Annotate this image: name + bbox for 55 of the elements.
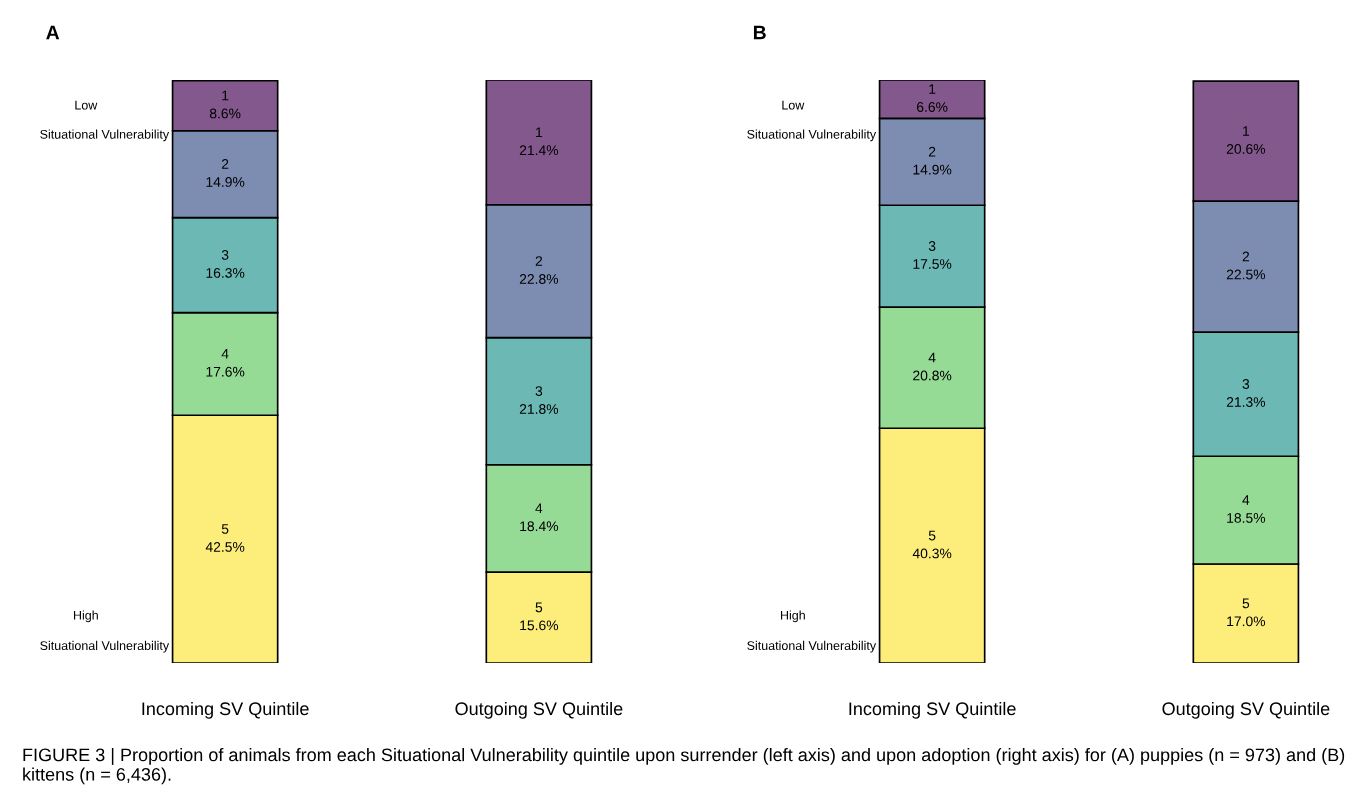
data-label: 21.4% — [519, 145, 559, 156]
annotation: Situational Vulnerability — [40, 640, 170, 653]
data-label: 17.0% — [1227, 616, 1266, 627]
data-label: 18.4% — [520, 521, 559, 532]
series-label: 2 — [928, 146, 936, 157]
text: 2 — [1242, 251, 1250, 262]
text: 3 — [1242, 379, 1250, 389]
data-label: 17.5% — [913, 259, 952, 269]
series-label: 4 — [1242, 495, 1250, 505]
data-label: 8.6% — [209, 108, 241, 119]
x-tick-label: Outgoing SV Quintile — [1162, 701, 1330, 719]
chart-title: B — [753, 25, 766, 40]
text: 5 — [928, 530, 936, 541]
data-label: 20.6% — [1226, 144, 1266, 154]
series-label: 5 — [1242, 598, 1250, 609]
annotation: High — [780, 610, 805, 623]
data-label: 15.6% — [520, 620, 559, 631]
x-tick-label: Incoming SV Quintile — [849, 701, 1016, 719]
text: 4 — [535, 503, 543, 514]
annotation: Low — [782, 100, 805, 110]
data-label: 21.8% — [519, 404, 559, 414]
text: 1 — [536, 127, 543, 137]
annotation: Situational Vulnerability — [40, 129, 170, 142]
series-label: 2 — [221, 159, 229, 169]
data-label: 18.5% — [1227, 513, 1266, 523]
series-label: 5 — [535, 602, 543, 613]
chart-title: A — [46, 25, 60, 40]
series-label: 1 — [929, 84, 936, 94]
series-label: 3 — [928, 241, 936, 251]
series-label: 3 — [221, 250, 229, 260]
text: 4 — [928, 352, 936, 363]
text: 5 — [221, 524, 229, 534]
data-label: 42.5% — [205, 542, 245, 552]
x-tick-label: Outgoing SV Quintile — [455, 701, 623, 719]
data-label: 22.5% — [1226, 269, 1266, 280]
annotation: High — [73, 610, 98, 623]
data-label: 21.3% — [1226, 397, 1266, 407]
data-label: 17.6% — [206, 366, 245, 377]
x-tick-label: Incoming SV Quintile — [142, 701, 309, 719]
caption: FIGURE 3 | Proportion of animals from each Situational Vulnerability quintile upon surrender (left axis) and upon adoption (right axis) for (A) puppies (n = 973) and (B) kittens (n = 6,436). — [23, 748, 1345, 785]
series-label: 1 — [222, 90, 229, 101]
data-label: 20.8% — [913, 370, 952, 381]
text: 2 — [535, 256, 543, 266]
data-label: 6.6% — [917, 102, 948, 112]
series-label: 4 — [221, 348, 229, 359]
data-label: 40.3% — [912, 548, 952, 559]
data-label: 16.3% — [206, 267, 245, 278]
text: 3 — [535, 386, 543, 396]
data-label: 22.8% — [519, 274, 559, 284]
data-label: 14.9% — [206, 177, 245, 187]
annotation: Situational Vulnerability — [747, 640, 877, 653]
annotation: Low — [75, 100, 98, 110]
text: 1 — [1243, 126, 1250, 136]
data-label: 14.9% — [913, 164, 952, 175]
annotation: Situational Vulnerability — [747, 129, 877, 142]
